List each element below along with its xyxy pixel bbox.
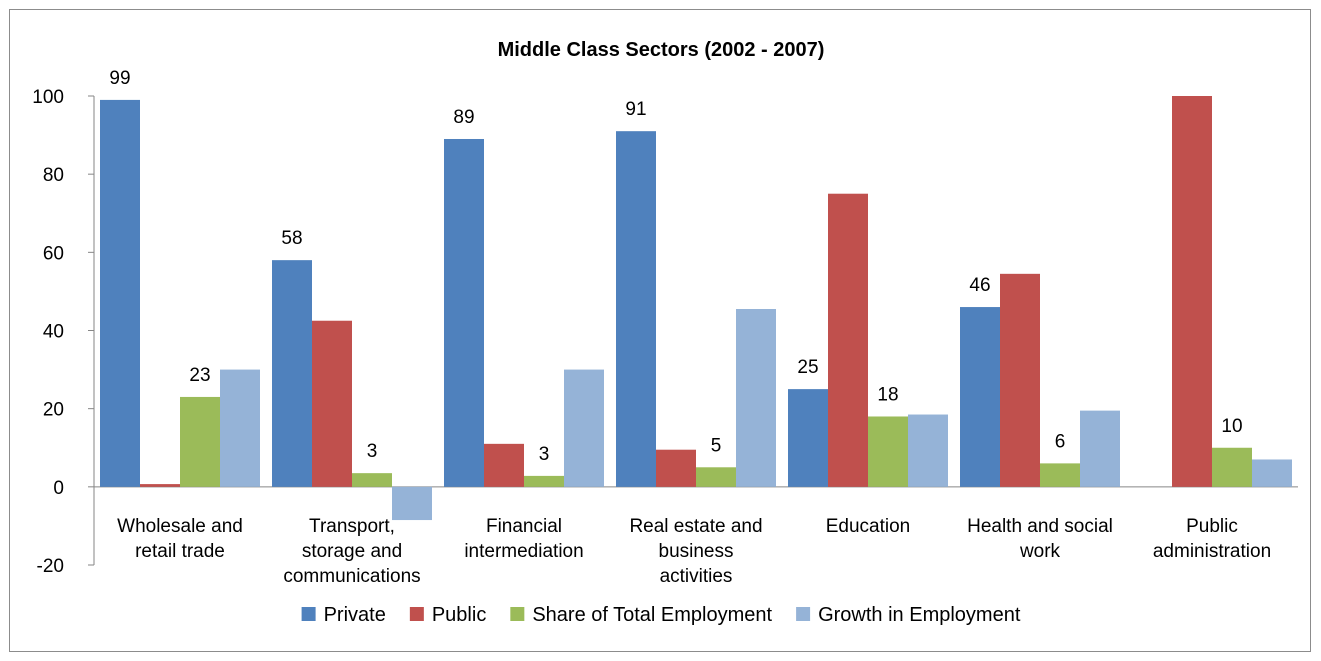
bar: [908, 414, 948, 487]
category-label: Education: [826, 516, 911, 537]
y-tick-label: 80: [43, 165, 64, 186]
bar: [1172, 96, 1212, 487]
bar: [272, 260, 312, 487]
category-labels: Wholesale and retail trade Transport, stora…: [117, 516, 1271, 587]
legend-swatch: [510, 607, 525, 621]
y-tick-label: -20: [37, 556, 64, 577]
category-label: Transport,: [309, 516, 395, 537]
bar: [788, 389, 828, 487]
bar: [392, 486, 432, 521]
bar: [312, 320, 352, 487]
category-label: work: [1019, 541, 1061, 562]
category-label: Public: [1186, 516, 1238, 537]
category-label: storage and: [302, 541, 402, 562]
bar: [352, 473, 392, 487]
category-label: administration: [1153, 541, 1271, 562]
data-label: 10: [1221, 416, 1242, 437]
y-tick-label: 60: [43, 243, 64, 264]
legend-swatch: [301, 607, 316, 621]
data-label: 58: [281, 228, 302, 249]
category-label: business: [659, 541, 734, 562]
bar: [616, 131, 656, 487]
legend-label: Private: [324, 604, 386, 626]
data-label: 23: [189, 365, 210, 386]
bar: [1212, 447, 1252, 487]
legend-label: Share of Total Employment: [532, 604, 772, 626]
data-label: 89: [453, 107, 474, 128]
y-tick-label: 100: [32, 87, 64, 108]
legend-label: Public: [432, 604, 486, 626]
bar: [736, 309, 776, 487]
bar: [444, 138, 484, 487]
data-label: 3: [367, 441, 378, 462]
bar: [524, 475, 564, 487]
bar: [828, 193, 868, 487]
data-label: 5: [711, 435, 722, 456]
bar: [696, 467, 736, 487]
legend-swatch: [796, 607, 811, 621]
bar: [1000, 273, 1040, 487]
y-tick-label: 40: [43, 322, 64, 343]
data-labels: 99 23 58 3 89 3 91 5 25 18 46 6 10: [109, 68, 1242, 465]
bar: [656, 449, 696, 487]
chart-title: Middle Class Sectors (2002 - 2007): [498, 39, 825, 61]
bar: [484, 443, 524, 487]
category-label: activities: [660, 566, 733, 587]
category-label: Real estate and: [629, 516, 762, 537]
chart-svg: Middle Class Sectors (2002 - 2007) 10080…: [32, 39, 1298, 626]
category-label: retail trade: [135, 541, 225, 562]
data-label: 99: [109, 68, 130, 89]
y-tick-label: 0: [53, 478, 64, 499]
category-label: Wholesale and: [117, 516, 243, 537]
data-label: 6: [1055, 431, 1066, 452]
data-label: 3: [539, 444, 550, 465]
bar: [564, 369, 604, 487]
bar: [100, 99, 140, 487]
data-label: 46: [969, 275, 990, 296]
category-label: intermediation: [464, 541, 583, 562]
legend-swatch: [409, 607, 424, 621]
data-label: 25: [797, 357, 818, 378]
bar: [868, 416, 908, 487]
bar: [1080, 410, 1120, 487]
legend: Private Public Share of Total Employment Gr…: [301, 604, 1021, 626]
bar: [1040, 463, 1080, 487]
bar: [180, 396, 220, 487]
bar: [140, 484, 180, 487]
bar: [1252, 459, 1292, 487]
category-label: Financial: [486, 516, 562, 537]
data-label: 91: [625, 99, 646, 120]
bars: [100, 96, 1292, 521]
category-label: Health and social: [967, 516, 1113, 537]
y-tick-label: 20: [43, 400, 64, 421]
axes: 100 80 60 40 20 0 -20: [32, 87, 1298, 577]
bar: [960, 307, 1000, 487]
data-label: 18: [877, 384, 898, 405]
chart-frame: Middle Class Sectors (2002 - 2007) 100 80…: [9, 9, 1311, 652]
legend-label: Growth in Employment: [818, 604, 1021, 626]
category-label: communications: [283, 566, 420, 587]
bar: [220, 369, 260, 487]
